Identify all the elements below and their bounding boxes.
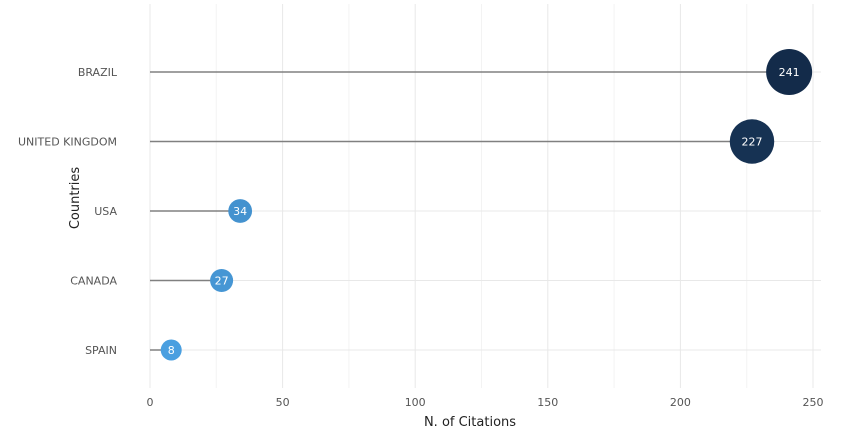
y-axis-title: Countries [68,167,83,230]
lollipop-bubble [729,119,775,164]
y-category-label: UNITED KINGDOM [18,136,117,149]
bubble-value-label: 27 [215,275,229,288]
lollipop-bubble [228,199,253,223]
x-tick-label: 100 [405,396,426,409]
lollipop-bubble [210,268,234,293]
y-category-label: BRAZIL [78,66,118,79]
label-layer: 0 50 100 150 200 250 BRAZIL 241 UNITED KINGDOM 22… [18,66,824,409]
x-tick-label: 150 [537,396,558,409]
y-category-label: SPAIN [85,344,117,357]
bubble-value-label: 227 [742,136,763,149]
x-axis-title: N. of Citations [424,415,516,430]
x-tick-label: 250 [803,396,824,409]
bubble-value-label: 241 [779,66,800,79]
bubble-value-label: 8 [168,344,175,357]
x-tick-label: 0 [147,396,154,409]
bubble-value-label: 34 [233,205,247,218]
lollipop-bubble [160,339,182,361]
y-category-label: USA [94,205,117,218]
grid-layer [149,4,821,388]
x-tick-label: 50 [276,396,290,409]
bubble-layer [160,49,813,361]
y-category-label: CANADA [70,275,117,288]
lollipop-bubble [766,49,813,95]
stem-layer [150,71,790,351]
x-tick-label: 200 [670,396,691,409]
